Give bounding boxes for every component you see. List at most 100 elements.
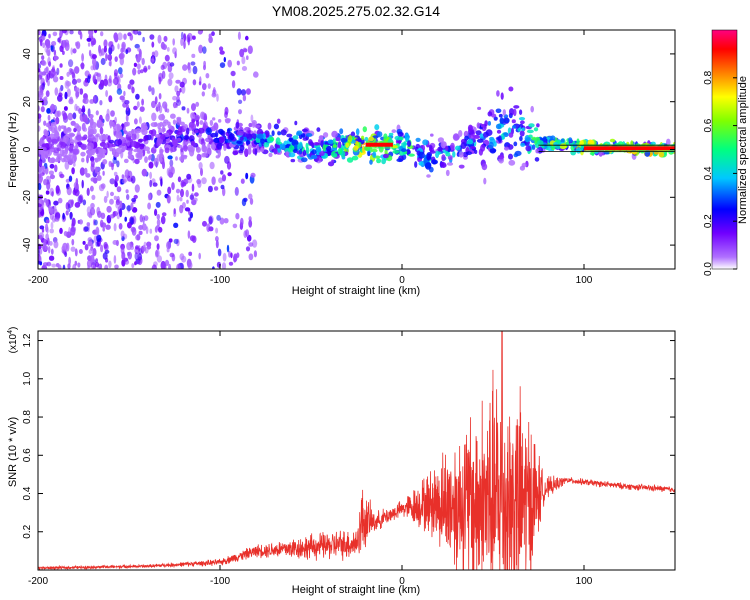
noise-blob (137, 69, 141, 75)
noise-blob (114, 181, 118, 188)
noise-blob (253, 250, 257, 258)
noise-blob (142, 215, 145, 224)
ridge-blob (163, 119, 169, 124)
noise-blob (164, 54, 170, 62)
ridge-blob (332, 138, 336, 143)
ridge-blob (489, 148, 496, 154)
noise-blob (245, 172, 249, 180)
noise-blob (241, 66, 248, 71)
ridge-blob (430, 133, 434, 137)
ridge-blob (559, 143, 567, 150)
ridge-blob (513, 105, 520, 109)
noise-blob (205, 73, 210, 79)
ridge-blob (521, 127, 525, 132)
noise-blob (77, 262, 81, 268)
noise-blob (80, 62, 85, 70)
ridge-blob (332, 144, 338, 148)
noise-blob (45, 219, 50, 224)
ridge-blob (216, 142, 222, 150)
noise-blob (78, 108, 82, 114)
noise-blob (95, 227, 100, 236)
noise-blob (96, 175, 102, 181)
noise-blob (155, 106, 161, 112)
noise-blob (74, 66, 80, 74)
noise-blob (168, 72, 174, 80)
noise-blob (123, 90, 126, 97)
noise-blob (114, 264, 119, 269)
noise-blob (110, 44, 115, 52)
noise-blob (233, 255, 237, 263)
noise-blob (140, 69, 144, 74)
noise-blob (54, 217, 60, 222)
ridge-blob (371, 148, 378, 153)
ridge-blob (441, 154, 446, 162)
noise-blob (38, 68, 41, 73)
noise-blob (141, 223, 147, 231)
noise-blob (54, 87, 59, 96)
noise-blob (48, 255, 55, 261)
ridge-blob (609, 138, 616, 143)
ridge-blob (453, 134, 460, 141)
noise-blob (84, 70, 90, 77)
noise-blob (100, 31, 104, 37)
noise-blob (151, 100, 156, 109)
ridge-blob (286, 133, 293, 138)
noise-blob (249, 197, 254, 205)
ridge-blob (518, 117, 526, 121)
noise-blob (46, 72, 51, 81)
noise-blob (91, 194, 96, 200)
noise-blob (208, 226, 214, 232)
noise-blob (149, 179, 153, 188)
noise-blob (102, 227, 105, 232)
ridge-blob (520, 142, 526, 147)
noise-blob (240, 217, 244, 227)
ridge-blob (131, 129, 138, 135)
ridge-blob (519, 109, 523, 115)
noise-blob (81, 108, 86, 113)
ridge-blob (293, 144, 298, 149)
ridge-blob (69, 133, 76, 137)
noise-blob (95, 258, 98, 263)
noise-blob (71, 200, 74, 208)
ridge-blob (237, 130, 244, 136)
ridge-blob (541, 145, 545, 149)
noise-blob (148, 85, 152, 92)
noise-blob (117, 32, 123, 41)
noise-blob (131, 207, 138, 213)
ridge-blob (190, 140, 196, 146)
noise-blob (87, 42, 91, 47)
noise-blob (38, 30, 41, 36)
noise-blob (133, 30, 139, 35)
ridge-blob (161, 125, 165, 133)
noise-blob (57, 110, 61, 117)
noise-blob (103, 39, 108, 48)
noise-blob (69, 96, 73, 102)
noise-blob (209, 161, 215, 170)
noise-blob (53, 53, 58, 62)
noise-blob (211, 176, 216, 185)
ridge-blob (499, 117, 504, 125)
noise-blob (137, 252, 143, 261)
noise-blob (84, 244, 89, 251)
noise-blob (121, 251, 126, 261)
ridge-blob (351, 155, 359, 161)
ridge-blob (51, 138, 58, 144)
ridge-blob (196, 120, 200, 127)
noise-blob (110, 110, 115, 117)
ridge-blob (458, 164, 465, 169)
ridge-blob (57, 136, 61, 142)
ridge-blob (80, 143, 87, 149)
noise-blob (90, 262, 96, 269)
noise-blob (147, 202, 152, 210)
ridge-blob (260, 138, 266, 144)
noise-blob (136, 63, 141, 70)
noise-blob (138, 230, 143, 235)
noise-blob (195, 101, 200, 107)
ridge-blob (251, 121, 256, 128)
noise-blob (110, 191, 114, 197)
noise-blob (175, 156, 178, 161)
noise-blob (160, 41, 165, 50)
noise-blob (67, 263, 71, 269)
noise-blob (242, 94, 247, 102)
noise-blob (149, 171, 153, 179)
